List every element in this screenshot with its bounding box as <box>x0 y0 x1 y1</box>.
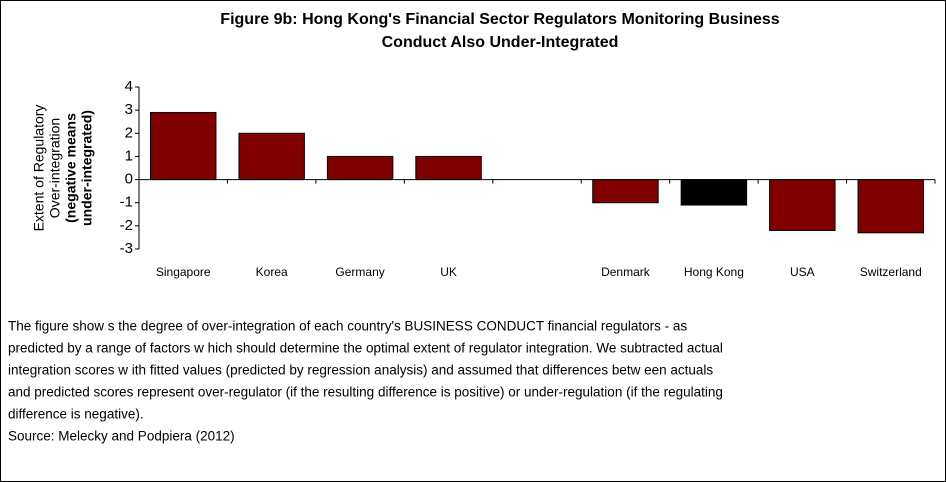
y-tick-label: -1 <box>120 194 133 211</box>
bar <box>680 179 748 206</box>
bar <box>592 179 659 204</box>
x-tick-label: Korea <box>256 265 288 279</box>
x-tick-label: Switzerland <box>860 265 922 279</box>
x-tick-label: UK <box>440 265 457 279</box>
x-tick-label: Hong Kong <box>684 265 744 279</box>
note: integration scores w ith fitted values (… <box>8 363 713 378</box>
x-tick-label: Denmark <box>601 265 651 279</box>
note: predicted by a range of factors w hich s… <box>8 341 723 356</box>
x-tick-label: USA <box>790 265 815 279</box>
y-tick-label: -2 <box>120 217 133 234</box>
chart-title: Conduct Also Under-Integrated <box>382 34 619 51</box>
y-tick-label: 2 <box>125 124 133 141</box>
x-tick-label: Germany <box>335 265 384 279</box>
bar <box>238 132 305 181</box>
y-axis-label: under-integrated) <box>79 110 95 226</box>
y-tick-label: 4 <box>125 78 133 95</box>
bar <box>149 111 217 181</box>
y-axis-label: (negative means <box>63 113 79 223</box>
bar <box>769 179 836 231</box>
x-tick-label: Singapore <box>156 265 211 279</box>
y-tick-label: 3 <box>125 101 133 118</box>
y-axis-label: Over-integration <box>47 118 63 218</box>
y-axis-label: Extent of Regulatory <box>31 105 47 232</box>
bar <box>857 179 925 234</box>
chart-title: Figure 9b: Hong Kong's Financial Sector … <box>220 11 780 28</box>
bar <box>326 155 394 181</box>
y-tick-label: 1 <box>125 147 133 164</box>
note: The figure show s the degree of over-int… <box>8 319 687 334</box>
y-tick-label: 0 <box>125 171 133 188</box>
note: difference is negative). <box>8 407 144 422</box>
y-tick-label: -3 <box>120 240 133 257</box>
note: and predicted scores represent over-regu… <box>8 385 723 400</box>
source: Source: Melecky and Podpiera (2012) <box>8 429 235 444</box>
bar <box>415 155 482 181</box>
